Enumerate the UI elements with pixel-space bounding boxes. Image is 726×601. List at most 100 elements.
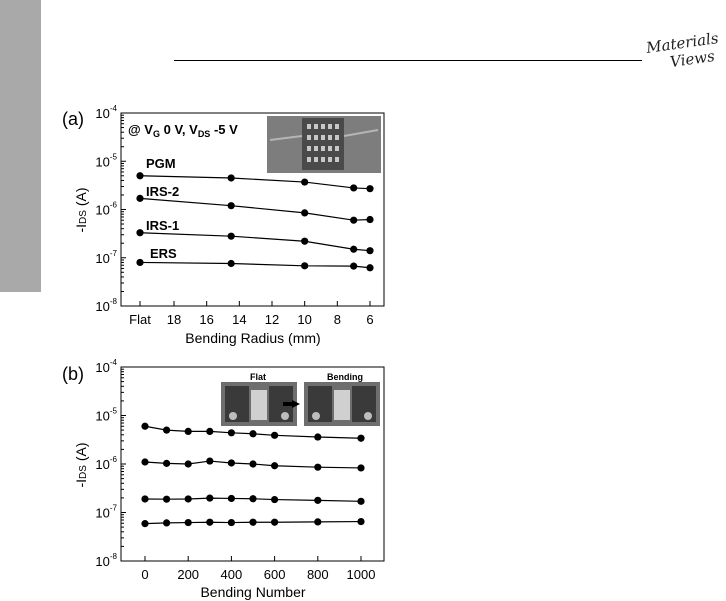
panel-b-ylabel: -IDS (A) <box>73 442 89 487</box>
panel-a-xtick-label: 16 <box>199 312 213 327</box>
panel-a-photo-pad <box>314 124 318 129</box>
panel-a-data-point <box>136 194 144 202</box>
panel-a-photo-pad <box>307 135 311 140</box>
panel-a-photo-pad <box>307 124 311 129</box>
panel-b-data-point <box>357 434 365 442</box>
panel-a-data-point <box>366 185 374 193</box>
panel-a-photo-wire <box>343 129 379 137</box>
panel-b-data-point <box>163 495 171 503</box>
panel-a-ytick-label: 10-8 <box>95 297 117 314</box>
panel-b-label: (b) <box>62 364 84 384</box>
panel-a-xtick-label: 12 <box>265 312 279 327</box>
panel-b-ytick-label: 10-8 <box>95 552 117 569</box>
panel-a-data-point <box>350 216 358 224</box>
panel-a-data-point <box>350 262 358 270</box>
panel-b-xtick-label: 0 <box>141 567 148 582</box>
panel-a-photo-pad <box>314 157 318 162</box>
panel-a-photo-pad <box>335 135 339 140</box>
panel-b-data-point <box>184 427 192 436</box>
panel-a-photo-pad <box>314 135 318 140</box>
panel-a-annotation: @ VG 0 V, VDS -5 V <box>128 122 238 139</box>
panel-b-flat-photo-sample <box>251 390 267 420</box>
panel-a-data-point <box>227 259 235 268</box>
panel-b-data-point <box>184 460 192 468</box>
panel-b-data-point <box>271 431 279 439</box>
panel-b-ylabel-group: -IDS (A) <box>73 442 89 487</box>
panel-b-data-point <box>206 427 214 436</box>
panel-a-photo-pad <box>328 124 332 129</box>
panel-a-xtick-label: 18 <box>167 312 181 327</box>
panel-b-data-point <box>249 495 257 503</box>
panel-a-data-point <box>136 229 144 237</box>
panel-a-data-point <box>366 215 374 224</box>
panel-a-photo-pad <box>328 157 332 162</box>
panel-a-series-3-line <box>139 261 371 269</box>
panel-a-xtick-label: 6 <box>366 312 373 327</box>
panel-a-ylabel-group: -IDS (A) <box>73 187 89 232</box>
panel-a-photo-pad <box>321 157 325 162</box>
panel-b-data-point <box>163 519 171 527</box>
panel-a-data-point <box>366 264 374 272</box>
panel-a-series-label: ERS <box>150 246 177 261</box>
panel-a-photo-pad <box>314 146 318 151</box>
panel-a-data-point <box>366 247 374 255</box>
panel-b-bending-photo-clamp <box>308 386 332 422</box>
panel-a-data-point <box>350 184 358 192</box>
panel-a-ytick-label: 10-4 <box>95 104 117 121</box>
panel-b-inset-bending-label: Bending <box>327 372 363 382</box>
panel-a-photo-pad <box>335 157 339 162</box>
panel-a-photo-pad <box>321 135 325 140</box>
panel-b-flat-photo-screw <box>229 412 237 420</box>
panel-b-flat-photo-screw <box>281 412 289 420</box>
panel-a-data-point <box>301 262 309 270</box>
panel-a-photo-pad <box>307 157 311 162</box>
side-tab <box>0 0 41 292</box>
panel-a-photo-pad <box>307 146 311 151</box>
panel-b-data-point <box>357 517 365 526</box>
panel-b-data-point <box>314 518 322 526</box>
panel-a-data-point <box>136 172 144 180</box>
panel-a-xtick-label: 10 <box>297 312 311 327</box>
panel-b-ytick-label: 10-6 <box>95 455 117 472</box>
panel-b-data-point <box>227 494 235 503</box>
panel-a-series-1-line <box>139 197 371 221</box>
panel-a-ylabel: -IDS (A) <box>73 187 89 232</box>
panel-a-data-point <box>301 237 309 245</box>
panel-b-ytick-label: 10-4 <box>95 358 117 375</box>
header-rule <box>174 60 642 61</box>
panel-b-data-point <box>227 429 235 437</box>
panel-a-ytick-label: 10-5 <box>95 152 117 169</box>
panel-b-data-point <box>314 433 322 441</box>
panel-b-data-point <box>357 497 365 505</box>
panel-a-ytick-label: 10-6 <box>95 201 117 218</box>
panel-a-label: (a) <box>62 109 84 129</box>
panel-b-data-point <box>141 458 149 466</box>
panel-a-data-point <box>301 209 309 217</box>
panel-b-data-point <box>249 518 257 526</box>
panel-b-xtick-label: 200 <box>177 567 199 582</box>
panel-b-data-point <box>271 495 279 504</box>
panel-a-xlabel: Bending Radius (mm) <box>185 330 320 346</box>
panel-b-data-point <box>163 426 171 434</box>
panel-b-data-point <box>227 518 235 527</box>
panel-a-data-point <box>227 174 235 182</box>
panel-a-xtick-label: 14 <box>232 312 246 327</box>
panel-a-data-point <box>350 245 358 253</box>
panel-b-data-point <box>271 462 279 470</box>
panel-a-data-point <box>301 178 309 186</box>
panel-b-arrow-shaft <box>283 402 293 406</box>
panel-a-series-label: IRS-2 <box>146 184 179 199</box>
panel-b-data-point <box>141 520 149 528</box>
panel-b-data-point <box>206 518 214 526</box>
panel-b-xtick-label: 800 <box>307 567 329 582</box>
panel-b-data-point <box>227 459 235 467</box>
panel-a-series-label: IRS-1 <box>146 218 179 233</box>
panel-a-photo-pad <box>328 146 332 151</box>
panel-a-xtick-label: Flat <box>129 312 151 327</box>
panel-b-data-point <box>206 457 214 465</box>
panel-b-xtick-label: 400 <box>221 567 243 582</box>
panel-a-photo-pad <box>328 135 332 140</box>
panel-b-bending-photo-screw <box>312 412 320 420</box>
panel-b-data-point <box>163 459 171 467</box>
